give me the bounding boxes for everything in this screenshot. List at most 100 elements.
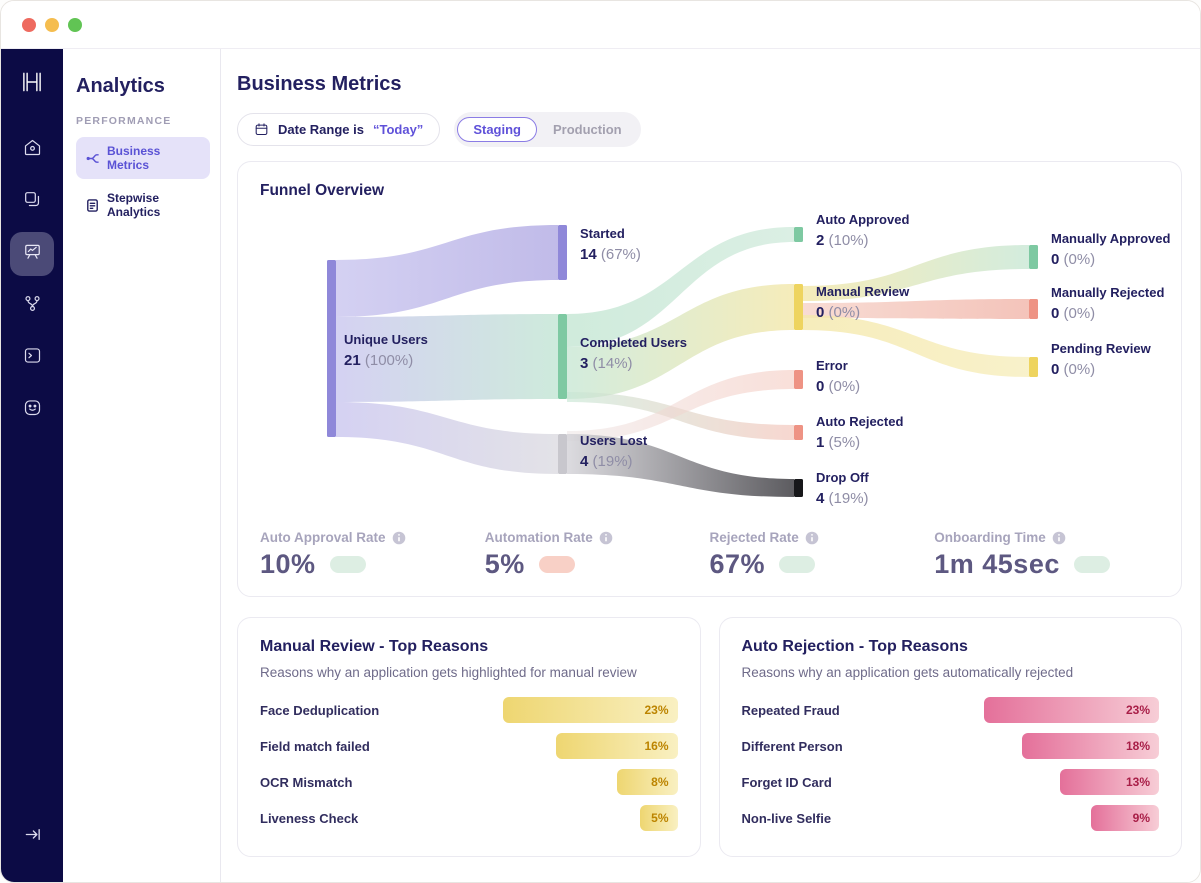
sankey-node-label: Drop Off 4 (19%) xyxy=(816,470,869,507)
sankey-link-unique-lost xyxy=(336,402,558,474)
funnel-metric: Automation Rate 5% xyxy=(485,530,710,580)
sidebar-item-stepwise-analytics[interactable]: Stepwise Analytics xyxy=(76,184,210,226)
sankey-link-completed-autoapproved xyxy=(567,227,794,347)
sankey-node-label: Started 14 (67%) xyxy=(580,226,641,263)
icon-rail xyxy=(1,49,63,882)
reason-bar: 18% xyxy=(1022,733,1159,759)
sankey-node-users-lost xyxy=(558,434,567,474)
sankey-node-auto-rejected xyxy=(794,425,803,440)
expand-right-icon xyxy=(22,824,43,850)
metric-value: 10% xyxy=(260,549,316,579)
sankey-node-manual-review xyxy=(794,284,803,330)
sankey-node-label: Unique Users 21 (100%) xyxy=(344,332,428,369)
sankey-node-label: Manually Rejected 0 (0%) xyxy=(1051,285,1165,322)
reason-bar: 8% xyxy=(616,769,678,795)
date-range-filter[interactable]: Date Range is “Today” xyxy=(237,113,441,146)
date-range-value: “Today” xyxy=(372,122,424,137)
metric-value: 67% xyxy=(709,549,766,579)
window-titlebar xyxy=(1,1,1200,49)
reason-row: Forget ID Card 13% xyxy=(742,769,1159,795)
reason-bars: Face Deduplication 23% Field match failed 1… xyxy=(260,697,678,831)
sidebar-item-label: Stepwise Analytics xyxy=(107,191,161,219)
reason-bar: 23% xyxy=(502,697,678,723)
sankey-chart: Unique Users 21 (100%) Started 14 (67%) Comp… xyxy=(260,202,1170,522)
reason-bar: 23% xyxy=(984,697,1159,723)
sankey-link-completed-manualreview xyxy=(567,284,794,399)
info-icon[interactable] xyxy=(805,531,819,545)
minimize-button[interactable] xyxy=(45,17,59,32)
rail-item-home[interactable] xyxy=(10,128,54,172)
sankey-node-label: Manually Approved 0 (0%) xyxy=(1051,231,1171,268)
funnel-metric: Rejected Rate 67% xyxy=(710,530,935,580)
date-range-label: Date Range is xyxy=(278,122,364,137)
reason-bar: 16% xyxy=(555,733,678,759)
rail-item-branch[interactable] xyxy=(10,284,54,328)
reason-label: Different Person xyxy=(741,738,843,754)
reason-row: Repeated Fraud 23% xyxy=(742,697,1159,723)
sankey-node-label: Pending Review 0 (0%) xyxy=(1051,341,1151,378)
reason-row: Face Deduplication 23% xyxy=(260,697,678,723)
sankey-link-unique-completed xyxy=(336,314,558,402)
env-option-staging[interactable]: Staging xyxy=(457,117,537,142)
metric-trend-pill xyxy=(779,556,816,573)
metric-trend-pill xyxy=(538,556,575,573)
info-icon[interactable] xyxy=(392,531,406,545)
reason-row: Liveness Check 5% xyxy=(260,805,678,831)
metric-label: Onboarding Time xyxy=(934,530,1046,545)
sankey-node-label: Auto Approved 2 (10%) xyxy=(816,212,910,249)
analytics-board-icon xyxy=(22,241,43,267)
sankey-link-completed-autorejected xyxy=(567,392,794,440)
card-title: Manual Review - Top Reasons xyxy=(260,638,489,655)
env-option-production[interactable]: Production xyxy=(537,117,638,142)
main-content: Business Metrics Date Range is “Today” S… xyxy=(221,49,1200,882)
environment-toggle: Staging Production xyxy=(454,112,641,147)
reason-bars: Repeated Fraud 23% Different Person 18% Forg… xyxy=(741,697,1159,831)
reason-cards-row: Manual Review - Top Reasons Reasons why … xyxy=(237,617,1182,857)
metric-label: Automation Rate xyxy=(484,530,593,545)
funnel-metric: Onboarding Time 1m 45sec xyxy=(934,530,1159,580)
funnel-card-title: Funnel Overview xyxy=(260,182,385,199)
sankey-link-lost-dropoff xyxy=(567,434,794,497)
reason-row: Non-live Selfie 9% xyxy=(741,805,1159,831)
info-icon[interactable] xyxy=(1052,531,1066,545)
sankey-link-manualreview-pending xyxy=(803,315,1029,377)
auto-rejection-reasons-card: Auto Rejection - Top Reasons Reasons why… xyxy=(718,617,1182,857)
metric-label: Rejected Rate xyxy=(709,530,799,545)
info-icon[interactable] xyxy=(599,531,613,545)
reason-row: OCR Mismatch 8% xyxy=(260,769,678,795)
sankey-svg xyxy=(327,225,1038,497)
sankey-node-label: Completed Users 3 (14%) xyxy=(580,335,687,372)
reason-bar: 13% xyxy=(1060,769,1159,795)
sankey-node-drop-off xyxy=(794,479,803,497)
metric-trend-pill xyxy=(1073,556,1110,573)
reason-label: Non-live Selfie xyxy=(741,810,832,826)
rail-item-terminal[interactable] xyxy=(10,336,54,380)
rail-item-pages[interactable] xyxy=(10,180,54,224)
analytics-sidebar: Analytics PERFORMANCE Business Metrics S… xyxy=(63,49,221,882)
sankey-node-manually-rejected xyxy=(1029,299,1038,319)
close-button[interactable] xyxy=(22,17,36,32)
zoom-button[interactable] xyxy=(68,17,82,32)
rail-item-feedback[interactable] xyxy=(10,388,54,432)
card-title: Auto Rejection - Top Reasons xyxy=(741,638,968,655)
rail-item-analytics[interactable] xyxy=(10,232,54,276)
sankey-link-unique-started xyxy=(336,225,558,317)
card-subtitle: Reasons why an application gets highligh… xyxy=(260,665,637,680)
branch-icon xyxy=(22,293,43,319)
sankey-link-manualreview-manuallyrejected xyxy=(803,299,1029,319)
metric-label: Auto Approval Rate xyxy=(260,530,386,545)
rail-collapse-button[interactable] xyxy=(10,815,54,859)
reason-row: Different Person 18% xyxy=(741,733,1159,759)
sidebar-item-business-metrics[interactable]: Business Metrics xyxy=(76,137,210,179)
reason-label: Liveness Check xyxy=(260,810,359,826)
sankey-node-label: Error 0 (0%) xyxy=(816,358,861,395)
terminal-icon xyxy=(22,345,43,371)
sankey-node-label: Auto Rejected 1 (5%) xyxy=(816,414,904,451)
sankey-node-error xyxy=(794,370,803,389)
metric-trend-pill xyxy=(329,556,366,573)
reason-label: Field match failed xyxy=(260,738,370,754)
home-icon xyxy=(22,137,43,163)
sankey-flow-icon xyxy=(85,151,100,166)
sankey-node-completed-users xyxy=(558,314,567,399)
